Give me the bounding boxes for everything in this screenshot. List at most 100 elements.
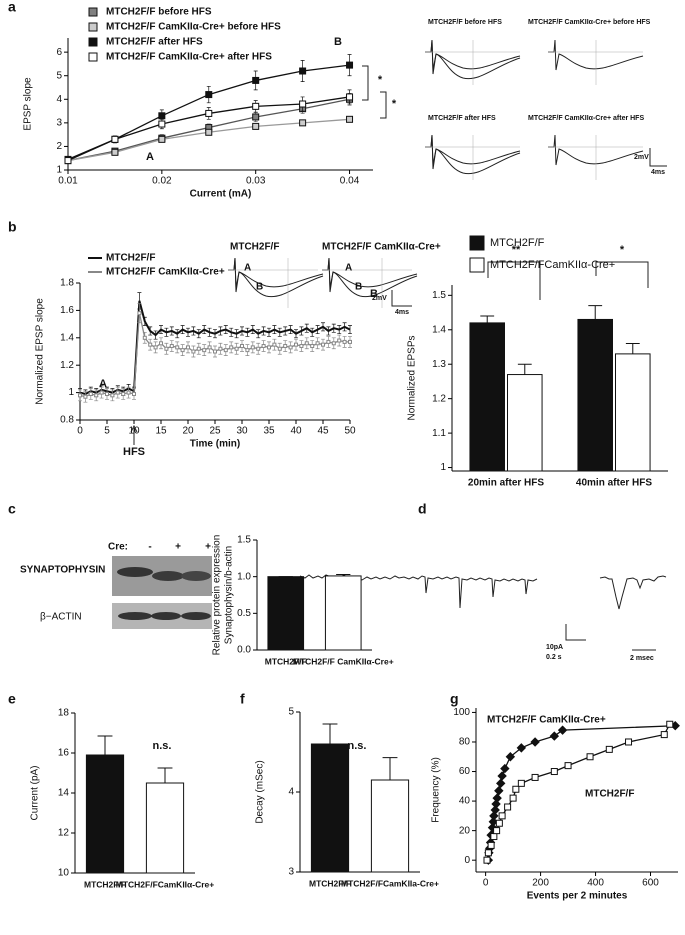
data-point bbox=[142, 335, 147, 340]
error-bar bbox=[157, 767, 173, 783]
bar bbox=[370, 779, 410, 873]
error-bar bbox=[213, 329, 217, 339]
data-point bbox=[229, 345, 234, 350]
x-tick-label: 45 bbox=[317, 426, 329, 437]
data-point bbox=[267, 345, 271, 350]
sig-bracket bbox=[595, 261, 649, 288]
cre-label: Cre: bbox=[108, 542, 128, 553]
scale-label: 4ms bbox=[651, 169, 665, 176]
data-point bbox=[213, 349, 217, 354]
inset-label: A bbox=[244, 263, 251, 274]
y-axis-label: Frequency (%) bbox=[431, 757, 442, 823]
data-point bbox=[299, 67, 307, 75]
bar bbox=[145, 782, 185, 874]
inset-label: MTCH2F/F bbox=[230, 242, 279, 253]
data-point bbox=[158, 112, 166, 120]
inset-label: A bbox=[345, 263, 352, 274]
y-tick-label: 4 bbox=[56, 94, 62, 105]
data-point bbox=[205, 109, 213, 117]
error-bar bbox=[331, 323, 336, 333]
panel-label: a bbox=[8, 0, 16, 15]
data-point bbox=[304, 341, 309, 346]
data-point bbox=[605, 745, 613, 753]
error-bar bbox=[196, 329, 201, 339]
x-tick-label: MTCH2F/FCamKIIα-Cre+ bbox=[116, 879, 215, 889]
annotation: ** bbox=[512, 244, 521, 256]
x-tick-label: 10 bbox=[128, 426, 140, 437]
data-point bbox=[625, 738, 633, 746]
data-point bbox=[250, 345, 255, 350]
x-tick-label: 400 bbox=[587, 878, 604, 889]
data-point bbox=[205, 128, 213, 136]
error-bar bbox=[480, 315, 495, 323]
data-point bbox=[346, 115, 354, 123]
scale-bar bbox=[649, 148, 667, 167]
x-tick-label: 0.02 bbox=[152, 176, 172, 187]
error-bar bbox=[272, 325, 277, 335]
x-tick-label: 0 bbox=[77, 426, 83, 437]
y-tick-label: 1 bbox=[440, 462, 446, 473]
annotation: n.s. bbox=[153, 740, 172, 752]
data-point bbox=[110, 393, 115, 398]
panel-label: e bbox=[8, 691, 16, 707]
y-axis-label: Normalized EPSP slope bbox=[35, 298, 46, 405]
row-label: SYNAPTOPHYSIN bbox=[20, 565, 105, 576]
x-tick-label: 35 bbox=[263, 426, 275, 437]
x-tick-label: 0.01 bbox=[58, 176, 78, 187]
annotation: * bbox=[378, 74, 383, 86]
panel-label: g bbox=[450, 691, 459, 707]
error-bar bbox=[283, 326, 288, 336]
y-tick-label: 14 bbox=[58, 788, 70, 799]
lane-label: - bbox=[148, 542, 151, 553]
data-point bbox=[487, 841, 495, 849]
panel-label: d bbox=[418, 501, 427, 517]
x-tick-label: 40 bbox=[290, 426, 302, 437]
trace bbox=[321, 257, 418, 308]
y-tick-label: 1.4 bbox=[432, 324, 446, 335]
data-point bbox=[299, 100, 307, 108]
x-tick-label: 20 bbox=[182, 426, 194, 437]
data-point bbox=[483, 856, 491, 864]
y-axis-label: Current (pA) bbox=[30, 765, 41, 820]
y-tick-label: 3 bbox=[288, 867, 294, 878]
y-tick-label: 10 bbox=[58, 868, 70, 879]
bar bbox=[267, 576, 305, 651]
error-bar bbox=[304, 323, 309, 333]
data-point bbox=[252, 113, 260, 121]
data-point bbox=[294, 342, 298, 347]
y-tick-label: 2 bbox=[56, 141, 62, 152]
x-tick-label: 0 bbox=[483, 878, 489, 889]
error-bar bbox=[261, 326, 266, 336]
data-point bbox=[517, 779, 525, 787]
y-tick-label: 18 bbox=[58, 708, 70, 719]
data-point bbox=[175, 345, 180, 350]
data-point bbox=[240, 344, 244, 349]
y-axis-label: Decay (mSec) bbox=[255, 760, 266, 823]
series-label: MTCH2F/F CamKIIα-Cre+ bbox=[487, 715, 606, 726]
data-point bbox=[516, 743, 527, 753]
x-tick-label: 25 bbox=[209, 426, 221, 437]
data-point bbox=[491, 799, 501, 809]
error-bar bbox=[517, 363, 532, 375]
error-bar bbox=[299, 326, 304, 336]
error-bar bbox=[588, 305, 603, 320]
error-bar bbox=[218, 326, 223, 336]
data-point bbox=[245, 348, 250, 353]
legend-swatch bbox=[88, 22, 98, 32]
series-line bbox=[487, 725, 676, 861]
data-point bbox=[512, 785, 520, 793]
error-bar bbox=[234, 329, 239, 339]
scale-bar bbox=[565, 624, 586, 641]
panel-label: b bbox=[8, 219, 17, 235]
annotation: * bbox=[620, 244, 625, 256]
error-bar bbox=[337, 325, 342, 335]
scale-label: 2mV bbox=[372, 295, 387, 302]
inset-label: MTCH2F/F CamKIIα-Cre+ before HFS bbox=[528, 19, 651, 26]
x-tick-label: 5 bbox=[104, 426, 110, 437]
trace bbox=[424, 39, 521, 85]
data-point bbox=[310, 344, 315, 349]
data-point bbox=[321, 342, 325, 347]
x-tick-label: 50 bbox=[344, 426, 356, 437]
error-bar bbox=[625, 343, 640, 354]
data-point bbox=[277, 346, 282, 351]
